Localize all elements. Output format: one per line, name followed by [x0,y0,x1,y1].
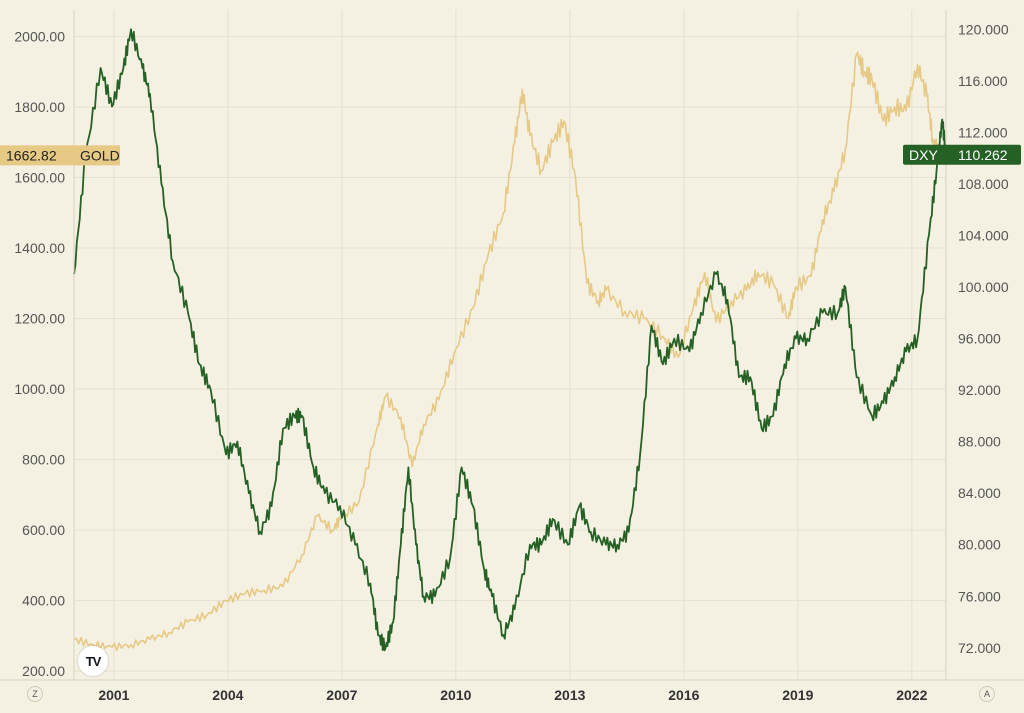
y-left-tick-label: 800.00 [22,452,65,468]
series-line-dxy [73,28,947,652]
y-left-tick-label: 1000.00 [14,381,65,397]
y-left-tick-label: 200.00 [22,663,65,679]
x-tick-label: 2010 [440,687,471,703]
y-right-tick-label: 100.000 [958,279,1009,295]
price-tag-value: 1662.82 [6,147,57,163]
price-tag-gold: 1662.82 GOLD [0,145,120,166]
price-tag-name: DXY [909,147,938,163]
x-tick-label: 2016 [668,687,699,703]
y-left-tick-label: 600.00 [22,522,65,538]
y-right-tick-label: 80.000 [958,537,1001,553]
y-right-tick-label: 116.000 [958,73,1008,89]
y-left-tick-label: 1600.00 [14,170,65,186]
y-left-tick-label: 1400.00 [14,240,65,256]
y-right-tick-label: 104.000 [958,227,1009,243]
auto-scale-toggle-icon[interactable]: A [979,686,995,702]
y-right-tick-label: 88.000 [958,434,1001,450]
price-tag-dxy: DXY 110.262 [903,144,1021,165]
x-tick-label: 2013 [554,687,585,703]
series-line-gold [73,51,947,652]
y-left-tick-label: 1200.00 [14,311,65,327]
y-right-tick-label: 120.000 [958,21,1009,37]
y-right-tick-label: 96.000 [958,331,1001,347]
y-right-tick-label: 72.000 [958,640,1001,656]
x-tick-label: 2007 [326,687,357,703]
y-left-tick-label: 400.00 [22,593,65,609]
x-tick-label: 2001 [98,687,129,703]
tradingview-logo-icon[interactable]: TV [78,646,108,676]
price-tag-background [0,145,120,166]
price-tag-name: GOLD [80,147,120,163]
series-layer [73,28,949,652]
x-tick-label: 2019 [782,687,813,703]
x-tick-label: 2022 [896,687,927,703]
grid-lines [74,10,946,680]
last-value-labels: 1662.82 GOLD DXY 110.262 [0,144,1021,166]
price-tag-background [903,144,1021,165]
y-right-tick-label: 76.000 [958,588,1001,604]
x-tick-label: 2004 [212,687,243,703]
price-tag-value: 110.262 [958,147,1008,163]
y-right-tick-label: 92.000 [958,382,1001,398]
y-left-tick-label: 2000.00 [14,28,65,44]
axes: 2001 2004 2007 2010 2013 2016 2019 2022 200.00 40… [0,10,1024,703]
log-scale-toggle-icon[interactable]: Z [27,686,43,702]
y-right-tick-label: 84.000 [958,485,1001,501]
y-left-tick-label: 1800.00 [14,99,65,115]
y-right-tick-label: 112.000 [958,124,1008,140]
y-right-tick-label: 108.000 [958,176,1009,192]
